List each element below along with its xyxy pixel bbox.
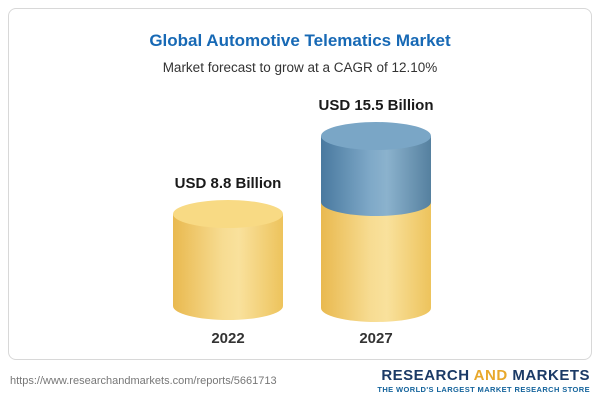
logo-word-research: RESEARCH [381, 366, 470, 384]
growth-segment [321, 122, 431, 216]
chart-card: Global Automotive Telematics Market Mark… [8, 8, 592, 360]
year-label-2027: 2027 [359, 330, 393, 347]
value-label-2027: USD 15.5 Billion [318, 97, 434, 114]
year-label-2022: 2022 [211, 330, 245, 347]
footer: https://www.researchandmarkets.com/repor… [10, 362, 590, 400]
base-segment-body [321, 202, 431, 322]
cylinder-2022 [173, 200, 283, 320]
chart-subtitle: Market forecast to grow at a CAGR of 12.… [162, 60, 438, 75]
cylinder-2027-top-ellipse [321, 122, 431, 150]
value-label-2022: USD 8.8 Billion [174, 175, 282, 192]
logo-tagline: THE WORLD'S LARGEST MARKET RESEARCH STOR… [377, 385, 590, 395]
cylinder-2022-body [173, 214, 283, 320]
research-and-markets-logo: RESEARCH AND MARKETS THE WORLD'S LARGEST… [377, 366, 590, 395]
logo-word-and: AND [473, 366, 508, 384]
logo-word-markets: MARKETS [512, 366, 590, 384]
cylinder-2027 [321, 122, 431, 322]
cylinder-2022-top-ellipse [173, 200, 283, 228]
bar-group-2022: USD 8.8 Billion 2022 [163, 97, 293, 347]
chart-title: Global Automotive Telematics Market [149, 31, 451, 50]
report-url[interactable]: https://www.researchandmarkets.com/repor… [10, 375, 277, 387]
logo-wordmark: RESEARCH AND MARKETS [377, 366, 590, 385]
base-segment [321, 202, 431, 322]
plot-area: USD 8.8 Billion 2022 USD 15.5 Billion 20… [9, 97, 591, 347]
bar-group-2027: USD 15.5 Billion 2027 [311, 97, 441, 347]
